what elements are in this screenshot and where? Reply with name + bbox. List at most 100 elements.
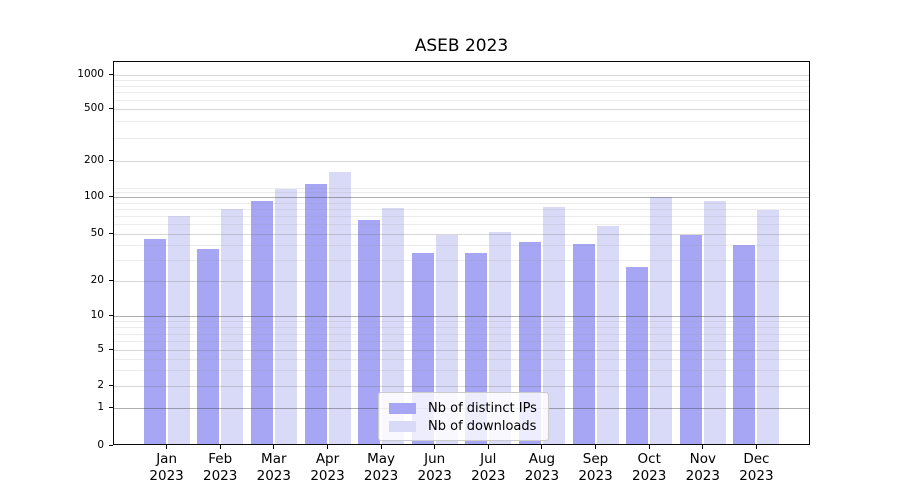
gridline (114, 74, 809, 76)
x-tick-mark (541, 445, 543, 449)
legend-swatch (389, 402, 416, 414)
bar-downloads (596, 225, 619, 444)
bar-downloads (489, 232, 512, 444)
x-tick-mark (702, 445, 704, 449)
gridline (114, 121, 809, 123)
x-tick-label: Mar 2023 (256, 451, 291, 484)
y-tick-mark (109, 73, 113, 75)
x-tick-mark (380, 445, 382, 449)
y-tick-label: 10 (90, 309, 104, 322)
y-tick-mark (109, 315, 113, 317)
gridline (114, 233, 809, 235)
gridline (114, 108, 809, 110)
legend-item: Nb of distinct IPs (389, 399, 540, 417)
y-tick-label: 50 (90, 226, 104, 239)
gridline (114, 202, 809, 204)
x-tick-mark (219, 445, 221, 449)
x-tick-mark (327, 445, 328, 449)
y-tick-label: 5 (97, 342, 104, 355)
y-tick-mark (109, 280, 113, 282)
gridline (114, 349, 809, 351)
bar-distinct-ips (733, 244, 756, 444)
gridline (114, 92, 809, 94)
x-tick-label: Jul 2023 (471, 451, 506, 484)
y-tick-mark (109, 384, 113, 386)
y-tick-mark (109, 196, 113, 198)
gridline (114, 216, 809, 217)
y-tick-label: 500 (83, 101, 104, 114)
legend-swatch (389, 420, 416, 432)
gridline (114, 99, 809, 101)
gridline (114, 85, 809, 87)
gridline (114, 245, 809, 247)
x-tick-label: Feb 2023 (203, 451, 238, 484)
legend: Nb of distinct IPs Nb of downloads (378, 392, 549, 441)
x-tick-mark (648, 445, 650, 449)
bar-downloads (274, 189, 297, 444)
bar-downloads (542, 206, 565, 444)
y-tick-label: 200 (83, 153, 104, 166)
gridline (114, 316, 809, 318)
gridline (114, 209, 809, 210)
gridline (114, 333, 809, 335)
plot-area: Nb of distinct IPs Nb of downloads (113, 61, 810, 445)
gridline (114, 327, 809, 328)
x-tick-mark (755, 445, 757, 449)
x-tick-label: Jan 2023 (149, 451, 184, 484)
x-tick-label: Aug 2023 (524, 451, 560, 484)
x-tick-label: May 2023 (363, 451, 399, 484)
x-tick-mark (273, 445, 275, 449)
y-tick-label: 2 (97, 378, 104, 391)
gridline (114, 281, 809, 283)
x-tick-mark (487, 445, 489, 449)
gridline (114, 137, 809, 139)
gridline (114, 385, 809, 387)
x-tick-mark (434, 445, 436, 449)
bar-downloads (703, 201, 726, 444)
bar-downloads (650, 196, 673, 444)
y-tick-mark (109, 232, 113, 234)
chart-title: ASEB 2023 (414, 36, 509, 56)
legend-label: Nb of downloads (428, 418, 537, 434)
gridline (114, 160, 809, 162)
gridline (114, 192, 809, 194)
gridline (114, 197, 809, 199)
gridline (114, 260, 809, 262)
x-tick-label: Nov 2023 (685, 451, 720, 484)
bar-distinct-ips (143, 238, 166, 444)
x-tick-mark (166, 445, 168, 449)
bar-distinct-ips (679, 235, 702, 444)
x-tick-label: Apr 2023 (310, 451, 345, 484)
legend-item: Nb of downloads (389, 417, 540, 435)
x-tick-label: Jun 2023 (417, 451, 452, 484)
bar-distinct-ips (572, 243, 595, 444)
bar-distinct-ips (250, 200, 273, 444)
gridline (114, 187, 809, 189)
bar-distinct-ips (358, 220, 381, 444)
bar-downloads (328, 171, 351, 444)
y-tick-label: 0 (97, 438, 104, 451)
bar-downloads (382, 207, 405, 444)
y-tick-mark (109, 348, 113, 350)
legend-label: Nb of distinct IPs (428, 400, 537, 416)
bar-distinct-ips (197, 248, 220, 444)
x-tick-mark (595, 445, 596, 449)
bar-downloads (435, 235, 458, 444)
bar-downloads (221, 209, 244, 444)
gridline (114, 369, 809, 371)
y-tick-mark (109, 444, 113, 446)
gridline (114, 358, 809, 360)
y-tick-mark (109, 159, 113, 161)
y-tick-label: 1 (97, 401, 104, 413)
bar-downloads (757, 209, 780, 444)
gridline (114, 79, 809, 81)
gridline (114, 341, 809, 342)
bar-distinct-ips (304, 183, 327, 444)
y-tick-mark (109, 107, 113, 109)
x-tick-label: Oct 2023 (632, 451, 667, 484)
y-tick-label: 20 (90, 274, 104, 287)
y-tick-label: 100 (83, 190, 104, 203)
gridline (114, 321, 809, 323)
bar-distinct-ips (626, 267, 649, 444)
y-tick-label: 1000 (77, 67, 104, 80)
